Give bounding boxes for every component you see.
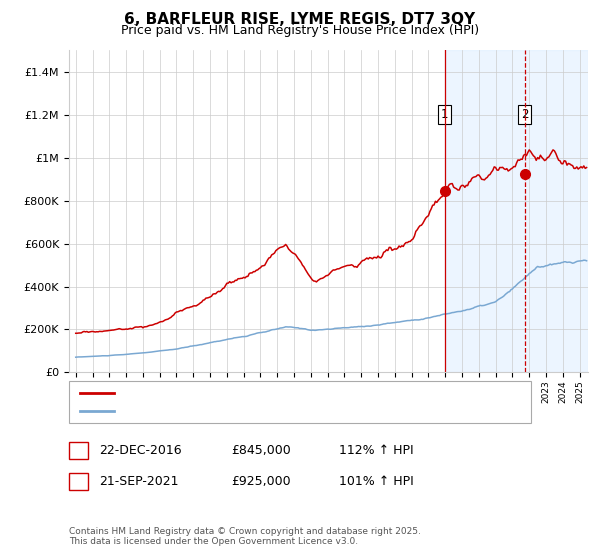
- Text: 22-DEC-2016: 22-DEC-2016: [99, 444, 182, 458]
- Text: 1: 1: [441, 108, 448, 122]
- Text: £925,000: £925,000: [231, 475, 290, 488]
- Text: 2: 2: [74, 475, 83, 488]
- Text: HPI: Average price, detached house, Dorset: HPI: Average price, detached house, Dors…: [120, 404, 377, 418]
- Bar: [445, 50, 588, 372]
- Text: 6, BARFLEUR RISE, LYME REGIS, DT7 3QY: 6, BARFLEUR RISE, LYME REGIS, DT7 3QY: [124, 12, 476, 27]
- Text: 112% ↑ HPI: 112% ↑ HPI: [339, 444, 413, 458]
- Text: Price paid vs. HM Land Registry's House Price Index (HPI): Price paid vs. HM Land Registry's House …: [121, 24, 479, 36]
- Text: 6, BARFLEUR RISE, LYME REGIS, DT7 3QY (detached house): 6, BARFLEUR RISE, LYME REGIS, DT7 3QY (d…: [120, 386, 469, 399]
- Text: £845,000: £845,000: [231, 444, 291, 458]
- Text: Contains HM Land Registry data © Crown copyright and database right 2025.
This d: Contains HM Land Registry data © Crown c…: [69, 526, 421, 546]
- Text: 2: 2: [521, 108, 528, 122]
- Text: 101% ↑ HPI: 101% ↑ HPI: [339, 475, 414, 488]
- Text: 1: 1: [74, 444, 83, 458]
- Text: 21-SEP-2021: 21-SEP-2021: [99, 475, 179, 488]
